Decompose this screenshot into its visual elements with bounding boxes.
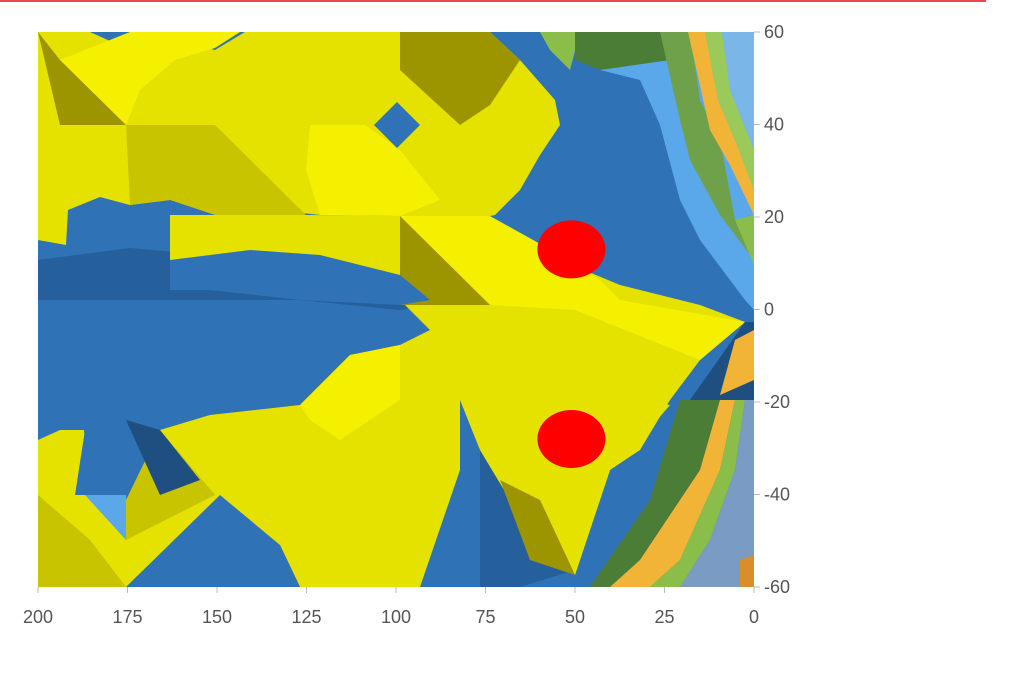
contour-region-sky (722, 32, 754, 150)
contour-hole-blue (374, 102, 420, 148)
contour-region-gray-blue (680, 400, 754, 587)
contour-region-blue (265, 545, 300, 587)
y-axis-ticks: 60 40 20 0 -20 -40 -60 (754, 22, 790, 597)
contour-region-green-dark (590, 400, 720, 587)
y-tick-label: 20 (764, 207, 784, 227)
contour-region-yellow-light (60, 32, 240, 125)
contour-region-yellow-light (300, 345, 400, 440)
contour-region-sky (85, 495, 126, 540)
x-tick-label: 175 (112, 607, 142, 627)
x-tick-label: 125 (291, 607, 321, 627)
x-tick-label: 200 (23, 607, 53, 627)
contour-region-blue-dark (126, 420, 200, 495)
y-tick-label: 0 (764, 300, 774, 320)
x-tick-label: 25 (654, 607, 674, 627)
contour-region-yellow (38, 430, 85, 495)
y-tick-label: -60 (764, 577, 790, 597)
contour-region-orange (610, 400, 735, 587)
contour-region-yellow-dark (126, 125, 306, 215)
y-tick-label: -20 (764, 392, 790, 412)
x-tick-label: 150 (202, 607, 232, 627)
contour-region-yellow-light (400, 216, 745, 360)
marker-layer (537, 220, 606, 468)
contour-region-orange (720, 330, 754, 395)
contour-region-orange (740, 555, 754, 587)
contour-region-yellow-dark (38, 495, 126, 587)
y-tick-label: 40 (764, 115, 784, 135)
marker-point (537, 220, 606, 279)
contour-region-olive (400, 216, 490, 305)
marker-point (537, 410, 606, 468)
contour-region-yellow (38, 320, 670, 587)
contour-region-green (540, 32, 580, 70)
contour-region-green (705, 32, 754, 190)
x-tick-label: 0 (749, 607, 759, 627)
contour-region-green (650, 400, 745, 587)
x-tick-label: 100 (381, 607, 411, 627)
contour-region-olive (400, 32, 520, 125)
plot-area (38, 32, 754, 587)
x-tick-label: 75 (475, 607, 495, 627)
contour-region-olive (500, 480, 575, 575)
contour-region-green (660, 32, 754, 260)
contour-region-green-dark (575, 32, 690, 70)
top-accent-rule (0, 0, 986, 2)
contour-region-green (735, 215, 754, 265)
x-axis-ticks: 200 175 150 125 100 75 50 25 0 (23, 587, 759, 627)
contour-region-orange (688, 32, 754, 215)
x-tick-label: 50 (565, 607, 585, 627)
y-tick-label: 60 (764, 22, 784, 42)
contour-region-blue (170, 250, 430, 305)
y-tick-label: -40 (764, 485, 790, 505)
contour-region-olive (38, 32, 126, 125)
contour-region-yellow-light (306, 125, 440, 216)
